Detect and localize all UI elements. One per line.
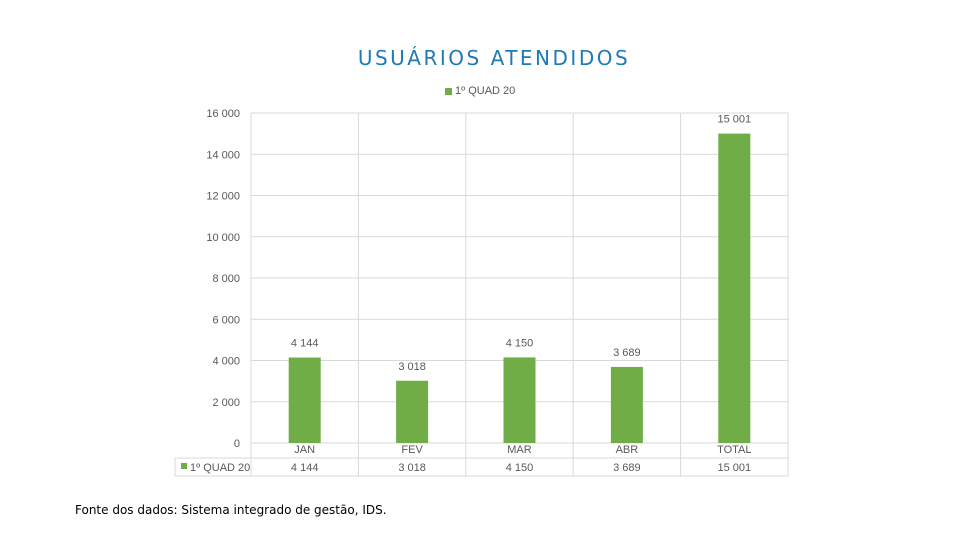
source-note: Fonte dos dados: Sistema integrado de ge… — [75, 503, 387, 517]
data-label: 3 018 — [398, 361, 426, 373]
data-label: 15 001 — [717, 114, 751, 126]
x-tick-label: ABR — [616, 444, 639, 456]
bar — [610, 366, 643, 443]
x-tick-label: FEV — [401, 444, 423, 456]
y-tick-label: 14 000 — [206, 149, 240, 161]
bar — [396, 380, 429, 443]
legend: 1º QUAD 20 — [445, 85, 515, 97]
table-value: 3 018 — [398, 462, 426, 474]
y-tick-label: 6 000 — [212, 314, 240, 326]
x-tick-label: TOTAL — [717, 444, 751, 456]
table-value: 4 150 — [506, 462, 534, 474]
y-tick-label: 4 000 — [212, 356, 240, 368]
x-tick-label: MAR — [507, 444, 532, 456]
table-value: 4 144 — [291, 462, 319, 474]
bar — [503, 357, 536, 443]
y-tick-label: 8 000 — [212, 273, 240, 285]
data-label: 4 150 — [506, 337, 534, 349]
bar — [288, 357, 321, 443]
bar — [718, 133, 751, 443]
y-tick-label: 10 000 — [206, 232, 240, 244]
data-label: 3 689 — [613, 347, 641, 359]
legend-swatch — [445, 87, 452, 95]
table-legend-swatch — [181, 463, 187, 469]
y-tick-label: 12 000 — [206, 191, 240, 203]
x-tick-label: JAN — [294, 444, 315, 456]
y-tick-label: 2 000 — [212, 397, 240, 409]
chart-title: USUÁRIOS ATENDIDOS — [357, 46, 631, 70]
y-tick-label: 16 000 — [206, 108, 240, 120]
legend-label: 1º QUAD 20 — [455, 85, 516, 97]
table-value: 15 001 — [717, 462, 751, 474]
table-value: 3 689 — [613, 462, 641, 474]
y-tick-label: 0 — [234, 438, 240, 450]
table-legend-label: 1º QUAD 20 — [190, 462, 250, 474]
data-label: 4 144 — [291, 338, 319, 350]
